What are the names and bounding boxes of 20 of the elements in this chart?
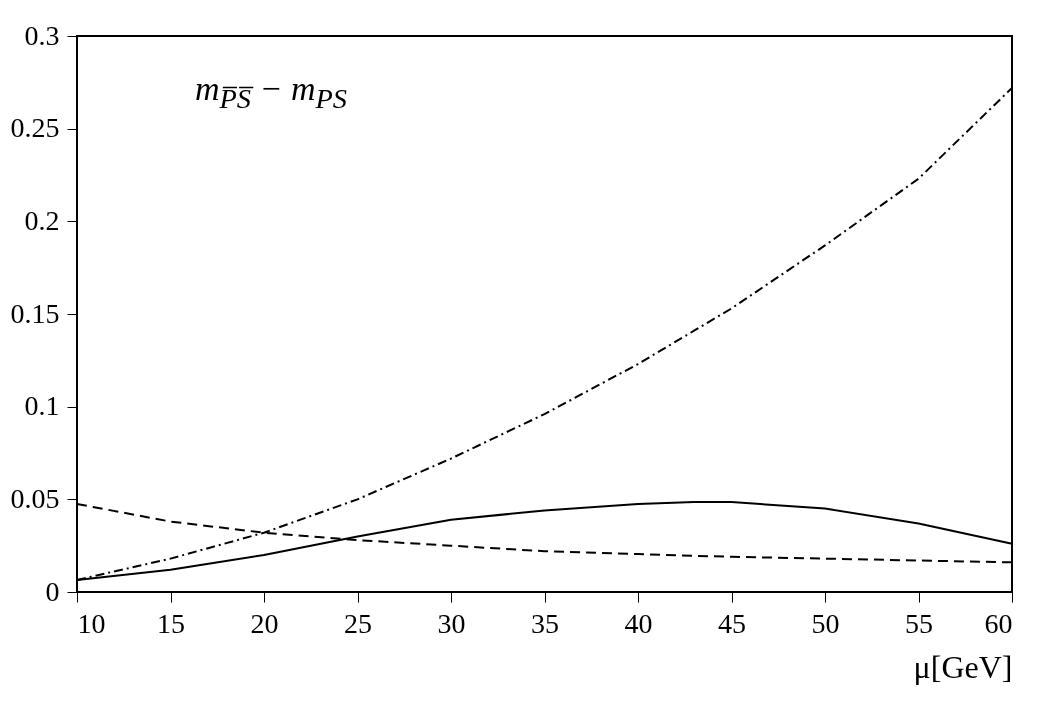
x-tick-label: 35	[531, 607, 559, 639]
x-tick-label: 50	[811, 607, 840, 639]
x-tick-label: 30	[437, 607, 466, 639]
formula-label: m$_{P̅S̅}$ − m$_{PS}$	[195, 70, 347, 115]
x-tick-label: 55	[905, 607, 933, 639]
x-tick-label: 20	[250, 607, 279, 639]
y-tick-label: 0.3	[24, 19, 60, 51]
y-tick-label: 0.05	[10, 482, 60, 514]
x-tick-label: 15	[157, 607, 185, 639]
x-tick-label: 60	[984, 607, 1013, 639]
y-tick-label: 0.25	[10, 112, 60, 144]
x-tick-label: 40	[624, 607, 653, 639]
x-axis-title: μ[GeV]	[913, 648, 1013, 685]
x-tick-label: 45	[718, 607, 746, 639]
y-tick-label: 0.2	[24, 204, 60, 236]
y-tick-label: 0.1	[24, 390, 60, 422]
x-tick-label: 10	[77, 607, 106, 639]
y-tick-label: 0	[45, 575, 60, 607]
x-tick-label: 25	[344, 607, 372, 639]
y-tick-label: 0.15	[10, 297, 60, 329]
